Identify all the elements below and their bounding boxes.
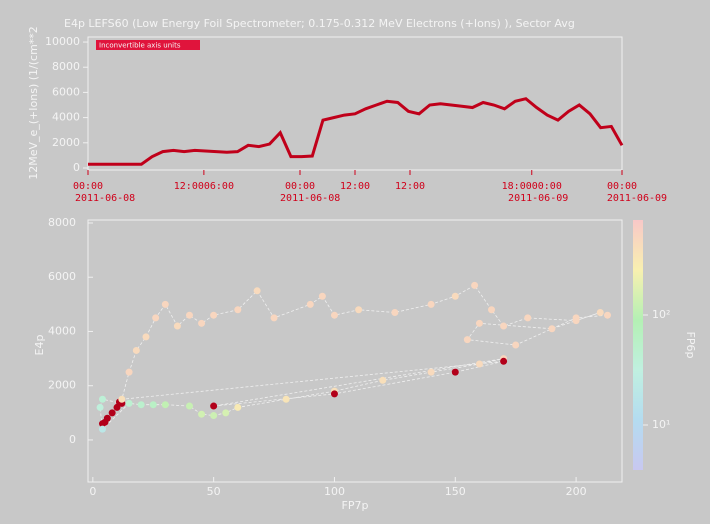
y-axis-label: E4p <box>33 335 46 356</box>
point <box>475 319 483 327</box>
x-tick-label: 0 <box>89 485 96 498</box>
x-tick-label: 150 <box>445 485 466 498</box>
point <box>451 292 459 300</box>
point <box>96 403 104 411</box>
x-tick-label: 12:0006:00 <box>174 181 234 192</box>
y-tick-label: 0 <box>69 433 76 446</box>
point <box>198 410 206 418</box>
point <box>488 306 496 314</box>
point <box>318 292 326 300</box>
point <box>463 336 471 344</box>
point <box>512 341 520 349</box>
y-tick-label: 6000 <box>52 85 80 98</box>
x-axis-label: FP7p <box>342 499 369 512</box>
point <box>475 360 483 368</box>
x-tick-label: 18:0000:00 <box>502 181 562 192</box>
colorbar-tick-label: 10² <box>652 308 670 321</box>
series-line <box>88 97 624 166</box>
point <box>103 414 111 422</box>
point <box>379 376 387 384</box>
x-tick-label: 12:00 <box>340 181 370 192</box>
colorbar <box>633 220 643 470</box>
y-tick-label: 0 <box>73 161 80 174</box>
y-tick-label: 8000 <box>48 216 76 229</box>
point <box>142 333 150 341</box>
x-tick-label-date: 2011-06-09 <box>607 193 667 204</box>
point <box>125 399 133 407</box>
bottom-plot-frame <box>87 219 623 483</box>
annotation: Inconvertible axis units <box>99 42 181 50</box>
point <box>572 314 580 322</box>
point <box>282 395 290 403</box>
point <box>222 409 230 417</box>
point <box>161 300 169 308</box>
y-tick-label: 10000 <box>45 35 80 48</box>
point <box>234 306 242 314</box>
point <box>210 412 218 420</box>
point <box>253 287 261 295</box>
point <box>132 346 140 354</box>
x-tick-label: 00:00 <box>607 181 637 192</box>
x-tick-label: 200 <box>566 485 587 498</box>
colorbar-label: FP6p <box>684 332 697 359</box>
point <box>152 314 160 322</box>
point <box>234 403 242 411</box>
point <box>500 322 508 330</box>
colorbar-tick-label: 10¹ <box>652 418 670 431</box>
annotation-box <box>96 40 200 50</box>
point <box>604 311 612 319</box>
y-tick-label: 4000 <box>52 111 80 124</box>
point <box>330 311 338 319</box>
point <box>270 314 278 322</box>
point <box>427 368 435 376</box>
x-tick-label: 12:00 <box>395 181 425 192</box>
point <box>185 311 193 319</box>
point <box>210 311 218 319</box>
point <box>125 368 133 376</box>
point <box>198 319 206 327</box>
point <box>548 325 556 333</box>
y-tick-label: 4000 <box>48 324 76 337</box>
x-tick-label-date: 2011-06-08 <box>280 193 340 204</box>
point <box>391 308 399 316</box>
y-tick-label: 6000 <box>48 270 76 283</box>
y-tick-label: 2000 <box>52 136 80 149</box>
x-tick-label: 100 <box>324 485 345 498</box>
chart-title: E4p LEFS60 (Low Energy Foil Spectrometer… <box>64 17 575 30</box>
x-tick-label-date: 2011-06-08 <box>75 193 135 204</box>
point <box>210 402 218 410</box>
point <box>118 395 126 403</box>
x-tick-label-date: 2011-06-09 <box>508 193 568 204</box>
point <box>137 401 145 409</box>
x-tick-label: 50 <box>207 485 221 498</box>
x-tick-label: 00:00 <box>285 181 315 192</box>
point <box>98 395 106 403</box>
point <box>427 300 435 308</box>
point <box>330 390 338 398</box>
point <box>185 402 193 410</box>
point <box>471 281 479 289</box>
point <box>451 368 459 376</box>
x-tick-label: 00:00 <box>73 181 103 192</box>
point <box>149 401 157 409</box>
point <box>108 409 116 417</box>
point <box>173 322 181 330</box>
y-tick-label: 8000 <box>52 60 80 73</box>
point <box>98 425 106 433</box>
y-axis-label: 12MeV_e_(+Ions) (1/(cm**2 <box>27 26 40 180</box>
point <box>500 357 508 365</box>
point <box>113 403 121 411</box>
y-tick-label: 2000 <box>48 379 76 392</box>
point <box>524 314 532 322</box>
point <box>306 300 314 308</box>
point <box>596 308 604 316</box>
point <box>161 401 169 409</box>
point <box>355 306 363 314</box>
